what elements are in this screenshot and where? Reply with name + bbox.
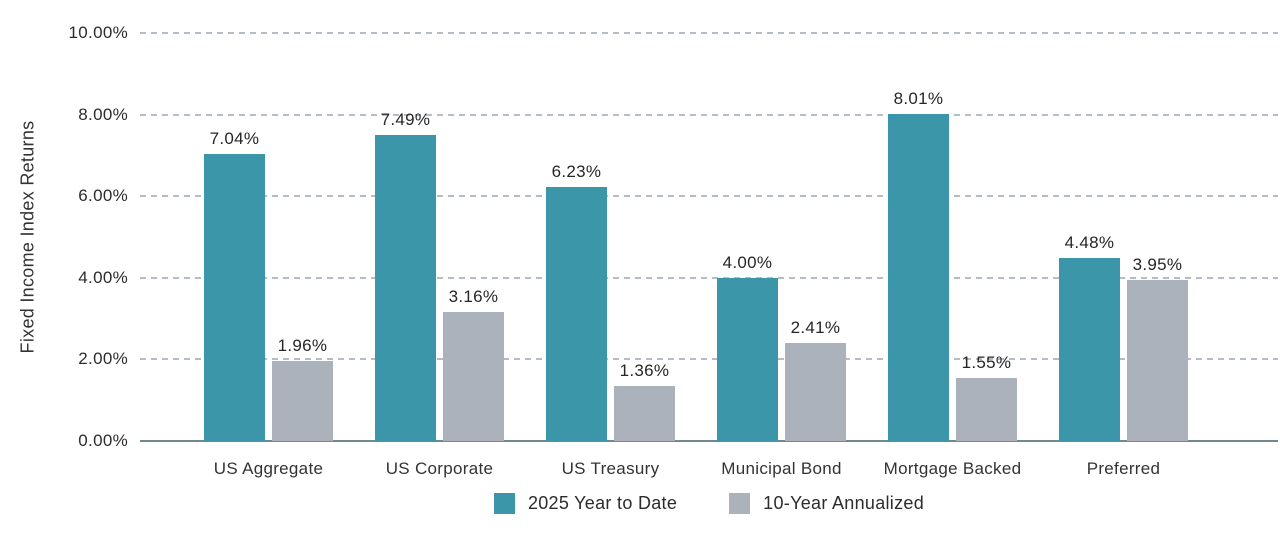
- legend-label-10-year-annualized: 10-Year Annualized: [763, 493, 925, 513]
- bar-10-year-annualized-preferred: [1127, 279, 1188, 441]
- bar-10-year-annualized-municipal-bond: [785, 342, 846, 441]
- gridline-4: [140, 276, 1278, 279]
- y-tick-label-8.00: 8.00%: [78, 104, 128, 124]
- value-label-2025-year-to-date-us-treasury: 6.23%: [551, 161, 602, 181]
- gridline-6: [140, 195, 1278, 198]
- value-label-10-year-annualized-municipal-bond: 2.41%: [790, 317, 841, 337]
- y-tick-label-2.00: 2.00%: [78, 349, 128, 369]
- legend-item-10-year-annualized: 10-Year Annualized: [729, 493, 924, 514]
- bar-2025-year-to-date-us-treasury: [546, 186, 607, 441]
- y-tick-label-4.00: 4.00%: [78, 267, 128, 287]
- bar-2025-year-to-date-municipal-bond: [717, 277, 778, 441]
- gridline-2: [140, 358, 1278, 361]
- value-label-10-year-annualized-us-aggregate: 1.96%: [277, 336, 328, 356]
- gridline-8: [140, 113, 1278, 116]
- x-axis-label-us-treasury: US Treasury: [561, 459, 660, 478]
- legend: 2025 Year to Date 10-Year Annualized: [140, 493, 1278, 514]
- y-tick-label-10.00: 10.00%: [68, 23, 128, 42]
- bar-10-year-annualized-us-treasury: [614, 385, 675, 441]
- x-axis-label-preferred: Preferred: [1086, 459, 1161, 478]
- y-tick-label-6.00: 6.00%: [78, 186, 128, 206]
- y-tick-label-0.00: 0.00%: [78, 431, 128, 450]
- x-axis-label-us-corporate: US Corporate: [385, 459, 494, 478]
- x-axis-line: [140, 440, 1278, 442]
- value-label-2025-year-to-date-municipal-bond: 4.00%: [722, 252, 773, 272]
- bar-2025-year-to-date-mortgage-backed: [888, 114, 949, 441]
- bar-10-year-annualized-us-aggregate: [272, 361, 333, 441]
- legend-label-2025-year-to-date: 2025 Year to Date: [527, 493, 678, 513]
- bar-10-year-annualized-us-corporate: [443, 312, 504, 441]
- value-label-10-year-annualized-preferred: 3.95%: [1132, 254, 1183, 274]
- legend-swatch-2025-year-to-date: [493, 493, 515, 514]
- x-axis-label-mortgage-backed: Mortgage Backed: [883, 459, 1022, 478]
- y-axis-title: Fixed Income Index Returns: [17, 120, 38, 354]
- value-label-2025-year-to-date-mortgage-backed: 8.01%: [893, 89, 944, 109]
- gridline-10: [140, 32, 1278, 34]
- value-label-2025-year-to-date-us-aggregate: 7.04%: [209, 128, 260, 148]
- value-label-2025-year-to-date-preferred: 4.48%: [1064, 233, 1115, 253]
- bar-10-year-annualized-mortgage-backed: [956, 377, 1017, 441]
- bar-2025-year-to-date-us-aggregate: [204, 153, 265, 441]
- value-label-10-year-annualized-mortgage-backed: 1.55%: [961, 352, 1012, 372]
- legend-swatch-10-year-annualized: [729, 493, 751, 514]
- value-label-2025-year-to-date-us-corporate: 7.49%: [380, 110, 431, 130]
- x-axis-label-us-aggregate: US Aggregate: [213, 459, 324, 478]
- bar-2025-year-to-date-preferred: [1059, 258, 1120, 441]
- x-axis-label-municipal-bond: Municipal Bond: [721, 459, 842, 478]
- value-label-10-year-annualized-us-treasury: 1.36%: [619, 360, 670, 380]
- value-label-10-year-annualized-us-corporate: 3.16%: [448, 287, 499, 307]
- legend-item-2025-year-to-date: 2025 Year to Date: [493, 493, 678, 514]
- bar-2025-year-to-date-us-corporate: [375, 135, 436, 441]
